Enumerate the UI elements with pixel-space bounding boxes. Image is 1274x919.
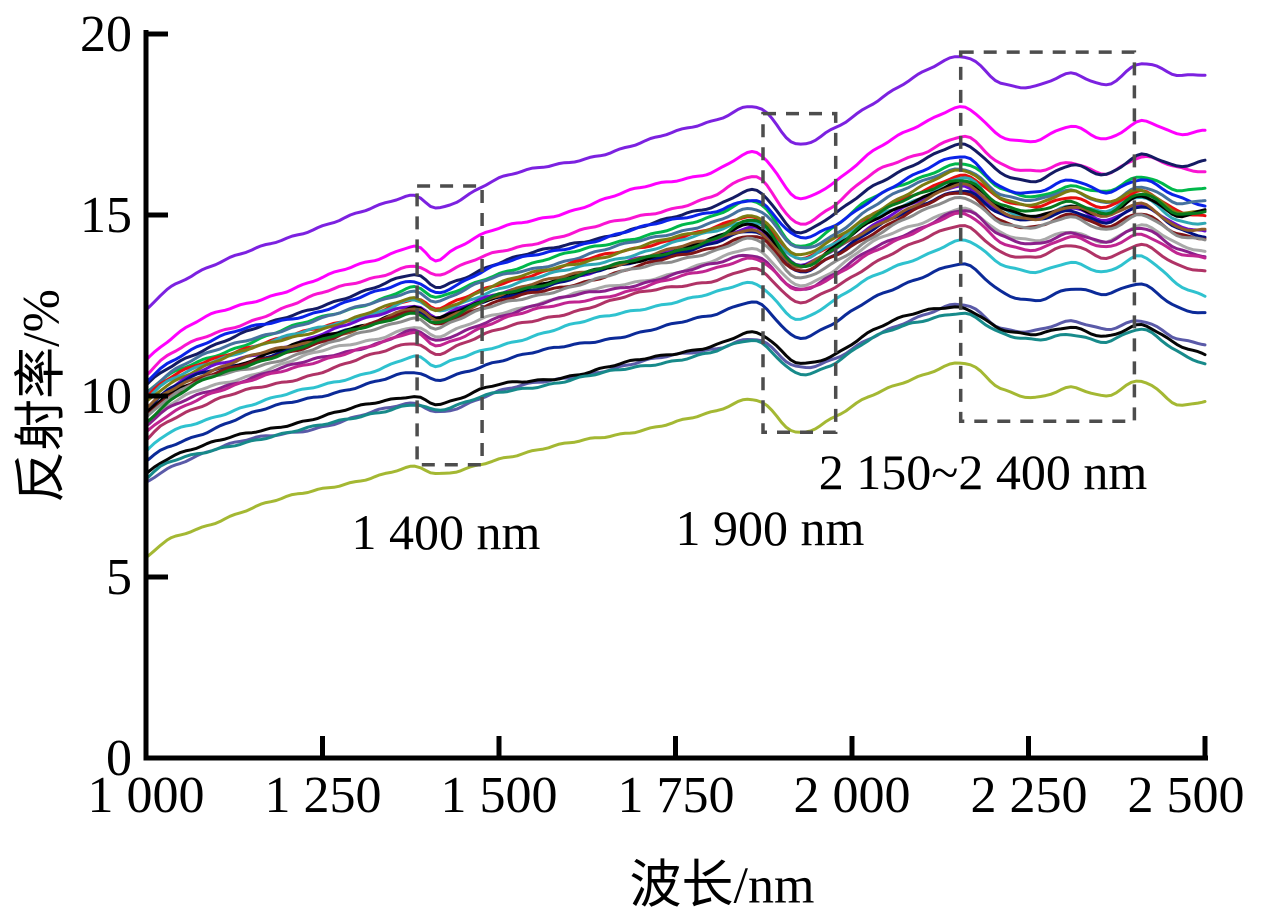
y-tick-0: 0 bbox=[106, 730, 132, 787]
absorption-band-box-1 bbox=[761, 111, 838, 434]
spectral-curve-sample-06 bbox=[144, 155, 1207, 384]
spectral-curve-sample-16 bbox=[144, 196, 1207, 419]
x-tick-2500: 2 500 bbox=[1127, 767, 1245, 824]
y-tick-15: 15 bbox=[80, 187, 132, 244]
y-tick-5: 5 bbox=[106, 549, 132, 606]
spectral-curve-sample-26 bbox=[144, 311, 1207, 481]
annotation-2150-2400nm: 2 150~2 400 nm bbox=[818, 444, 1148, 500]
x-tick-2250: 2 250 bbox=[970, 767, 1088, 824]
spectral-curve-sample-21 bbox=[144, 179, 1207, 425]
spectral-curve-sample-18 bbox=[144, 209, 1207, 428]
x-tick-1750: 1 750 bbox=[617, 767, 735, 824]
y-axis-title: 反射率/% bbox=[13, 289, 71, 503]
spectral-curve-sample-20 bbox=[144, 224, 1207, 443]
spectral-curve-sample-19 bbox=[144, 211, 1207, 434]
x-tick-1000: 1 000 bbox=[87, 767, 205, 824]
spectral-curve-sample-07 bbox=[144, 167, 1207, 396]
x-tick-2000: 2 000 bbox=[793, 767, 911, 824]
y-tick-10: 10 bbox=[80, 368, 132, 425]
spectral-curve-sample-10 bbox=[144, 168, 1207, 404]
x-tick-1250: 1 250 bbox=[264, 767, 382, 824]
spectral-curve-sample-01 bbox=[144, 55, 1207, 312]
spectral-curve-sample-25 bbox=[144, 305, 1207, 476]
absorption-band-box-2 bbox=[958, 50, 1137, 424]
spectral-curve-sample-05 bbox=[144, 142, 1207, 387]
spectral-curve-sample-27 bbox=[144, 361, 1207, 560]
x-tick-1500: 1 500 bbox=[440, 767, 558, 824]
annotation-1400nm: 1 400 nm bbox=[351, 504, 541, 560]
spectral-curve-sample-02 bbox=[144, 105, 1207, 362]
spectral-curve-sample-03 bbox=[144, 134, 1207, 378]
annotation-1900nm: 1 900 nm bbox=[675, 500, 865, 556]
y-tick-20: 20 bbox=[80, 6, 132, 63]
spectral-curve-sample-23 bbox=[144, 262, 1207, 463]
x-axis-title: 波长/nm bbox=[629, 857, 815, 915]
spectral-curve-sample-22 bbox=[144, 238, 1207, 453]
absorption-band-box-0 bbox=[415, 184, 484, 467]
